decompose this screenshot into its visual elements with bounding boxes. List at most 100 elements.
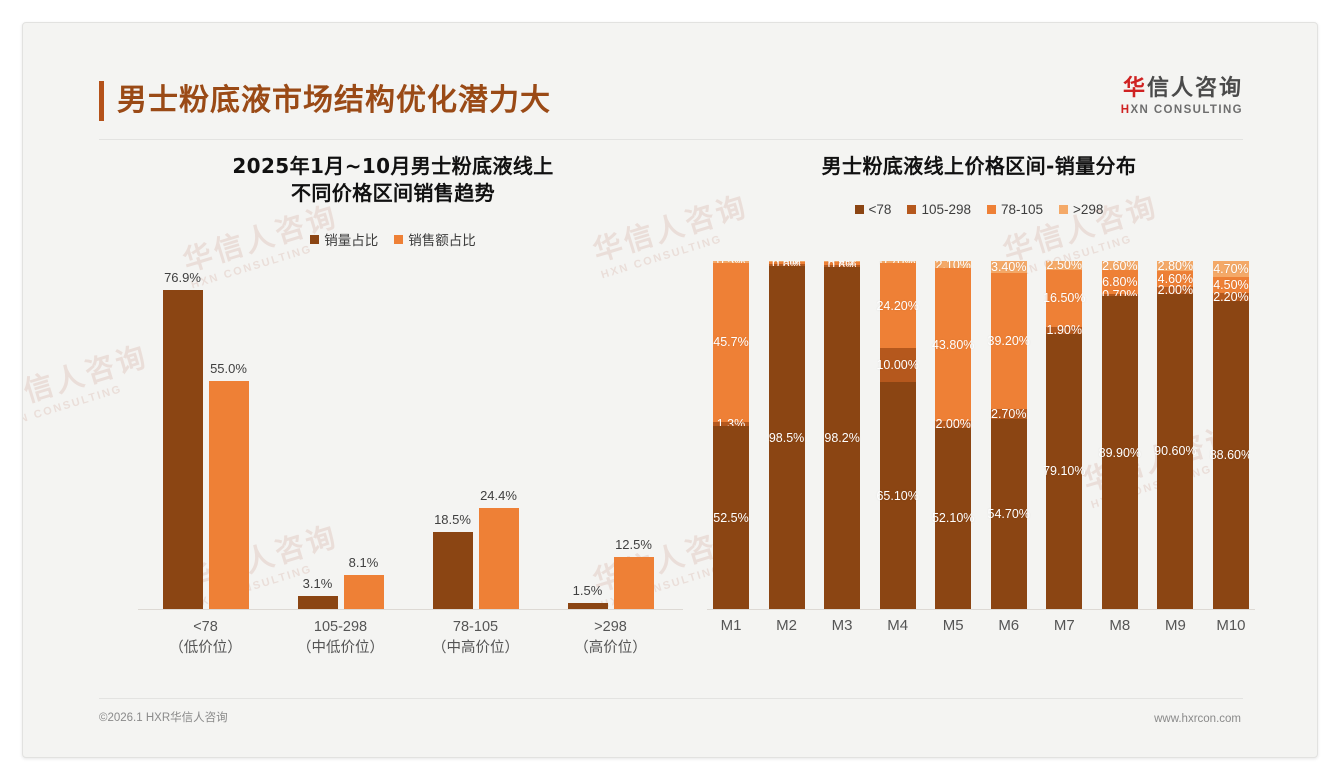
legend-item[interactable]: <78	[854, 202, 891, 217]
right-chart-title-line1: 男士粉底液线上价格区间-销量分布	[821, 154, 1137, 178]
right-chart-title: 男士粉底液线上价格区间-销量分布	[699, 153, 1259, 180]
category-label-tier: （低价位）	[169, 640, 242, 656]
stacked-bar-segment[interactable]: 52.10%	[932, 427, 974, 609]
bar-group: 18.5% 24.4%	[417, 261, 535, 609]
bar-column[interactable]: 24.4%	[478, 261, 519, 609]
stacked-bar-column[interactable]: 2.80% 4.60% 2.00% 90.60%	[1154, 261, 1197, 609]
stacked-bar-segment[interactable]: 2.50%	[1046, 261, 1083, 272]
stacked-bar-segment[interactable]: 2.20%	[1212, 289, 1249, 304]
stacked-bar-segment[interactable]: 2.70%	[990, 407, 1027, 421]
slide-header: 男士粉底液市场结构优化潜力大 华信人咨询 HXN CONSULTING	[23, 23, 1317, 140]
logo-h-char: H	[1120, 104, 1131, 116]
category-label: 105-298 （中低价位）	[282, 617, 400, 659]
bar-column[interactable]: 18.5%	[432, 261, 473, 609]
category-label: M10	[1216, 617, 1246, 634]
bar[interactable]	[567, 603, 608, 609]
bar[interactable]	[297, 596, 338, 609]
bar-column[interactable]: 1.5%	[567, 261, 608, 609]
segment-value-label: 4.70%	[1213, 262, 1249, 277]
bar-group: 1.5% 12.5%	[552, 261, 670, 609]
bar-column[interactable]: 55.0%	[208, 261, 249, 609]
legend-item[interactable]: 销量占比	[310, 229, 378, 249]
stacked-bar-segment[interactable]: 98.5%	[768, 266, 805, 609]
right-chart-panel: 男士粉底液线上价格区间-销量分布 <78 105-298 78-105 >298 0.…	[699, 153, 1259, 713]
stacked-bar-column[interactable]: 2.50% 16.50% 1.90% 79.10%	[1043, 261, 1086, 609]
stacked-bar-segment[interactable]: 52.5%	[713, 426, 749, 609]
stacked-bar-segment[interactable]: 2.00%	[1157, 283, 1194, 297]
segment-value-label: 6.80%	[1102, 274, 1138, 289]
stacked-bar-segment[interactable]: 3.40%	[990, 261, 1027, 274]
stacked-bar-segment[interactable]: 2.00%	[935, 417, 972, 431]
stacked-bar-segment[interactable]: 43.80%	[931, 268, 975, 421]
category-label-range: 78-105	[452, 619, 499, 635]
bar-column[interactable]: 8.1%	[343, 261, 384, 609]
segment-value-label: 79.10%	[1043, 464, 1086, 479]
left-chart-axis-line	[138, 609, 683, 610]
stacked-bar-segment[interactable]: 2.80%	[1157, 261, 1194, 273]
bar[interactable]	[478, 508, 519, 609]
stacked-bar-segment[interactable]: 89.90%	[1099, 296, 1141, 609]
segment-value-label: 2.60%	[1102, 261, 1138, 273]
segment-value-label: 39.20%	[987, 334, 1030, 349]
legend-item[interactable]: 销售额占比	[394, 229, 476, 249]
stacked-bar-segment[interactable]: 24.20%	[876, 263, 919, 348]
stacked-bar-segment[interactable]: 10.00%	[876, 347, 919, 383]
category-label: M2	[776, 617, 797, 634]
bar-column[interactable]: 76.9%	[162, 261, 203, 609]
stacked-bar-segment[interactable]: 45.7%	[713, 262, 749, 422]
stacked-bar-segment[interactable]: 4.50%	[1212, 277, 1249, 293]
header-divider	[99, 139, 1243, 140]
left-chart-plot: 76.9% 55.0% 3.1% 8.1% 18.5% 24.4% 1.5% 12.5% <7…	[93, 261, 693, 681]
stacked-bar-segment[interactable]: 6.80%	[1101, 270, 1138, 294]
stacked-bar-column[interactable]: 0.4%0.8%0.6%98.2%	[824, 261, 861, 609]
stacked-bar-segment[interactable]: 88.60%	[1210, 300, 1249, 609]
stacked-bar-column[interactable]: 0.4%0.5%0.6%98.5%	[768, 261, 805, 609]
bar[interactable]	[343, 575, 384, 609]
stacked-bar-segment[interactable]: 1.90%	[1046, 323, 1083, 337]
left-chart-legend: 销量占比 销售额占比	[93, 229, 693, 249]
legend-label: 销量占比	[324, 233, 379, 248]
stacked-bar-segment[interactable]: 54.70%	[988, 418, 1030, 609]
legend-item[interactable]: 78-105	[986, 202, 1043, 217]
category-label-range: >298	[594, 619, 627, 635]
stacked-bar-column[interactable]: 0.70%24.20%10.00%65.10%	[876, 261, 919, 609]
stacked-bar-segment[interactable]: 90.60%	[1154, 293, 1197, 609]
category-label: M6	[998, 617, 1020, 634]
stacked-bar-segment[interactable]: 16.50%	[1043, 269, 1085, 328]
stacked-bar-segment[interactable]: 2.10%	[935, 261, 972, 272]
stacked-bar-segment[interactable]: 4.60%	[1157, 270, 1194, 287]
segment-value-label: 90.60%	[1154, 444, 1197, 459]
bar-column[interactable]: 12.5%	[613, 261, 654, 609]
segment-value-label: 24.20%	[876, 298, 919, 313]
legend-item[interactable]: >298	[1059, 202, 1103, 217]
stacked-bar-column[interactable]: 2.60% 6.80% 0.70% 89.90%	[1099, 261, 1141, 609]
stacked-bar-segment[interactable]: 4.70%	[1212, 261, 1249, 278]
segment-value-label: 98.5%	[768, 430, 805, 445]
bar-column[interactable]: 3.1%	[297, 261, 338, 609]
stacked-bar-segment[interactable]: 79.10%	[1043, 333, 1086, 609]
bar[interactable]	[432, 532, 473, 609]
stacked-bar-column[interactable]: 2.10% 43.80% 2.00% 52.10%	[931, 261, 975, 609]
stacked-bar-segment[interactable]: 39.20%	[987, 272, 1030, 410]
segment-value-label: 43.80%	[931, 337, 975, 352]
category-label: <78 （低价位）	[147, 617, 265, 659]
stacked-bar-segment[interactable]: 2.60%	[1101, 261, 1138, 273]
bar[interactable]	[613, 557, 654, 609]
bar-value-label: 3.1%	[302, 576, 333, 591]
logo-hua-char: 华	[1122, 75, 1147, 100]
category-label: M4	[887, 617, 909, 634]
stacked-bar-segment[interactable]: 98.2%	[824, 267, 861, 609]
legend-item[interactable]: 105-298	[907, 202, 971, 217]
stacked-bar-column[interactable]: 0.5%45.7%1.3%52.5%	[713, 261, 749, 609]
segment-value-label: 2.80%	[1157, 261, 1194, 273]
bar[interactable]	[162, 290, 203, 609]
left-chart-title-line2: 不同价格区间销售趋势	[291, 181, 495, 205]
bar-value-label: 18.5%	[434, 512, 471, 527]
category-label: M9	[1164, 617, 1186, 634]
segment-value-label: 2.20%	[1213, 289, 1249, 304]
stacked-bar-segment[interactable]: 65.10%	[876, 382, 919, 609]
bar[interactable]	[208, 381, 249, 609]
stacked-bar-column[interactable]: 4.70% 4.50% 2.20% 88.60%	[1210, 261, 1249, 609]
stacked-bar-column[interactable]: 3.40% 39.20% 2.70% 54.70%	[987, 261, 1030, 609]
category-label-range: <78	[193, 619, 218, 635]
